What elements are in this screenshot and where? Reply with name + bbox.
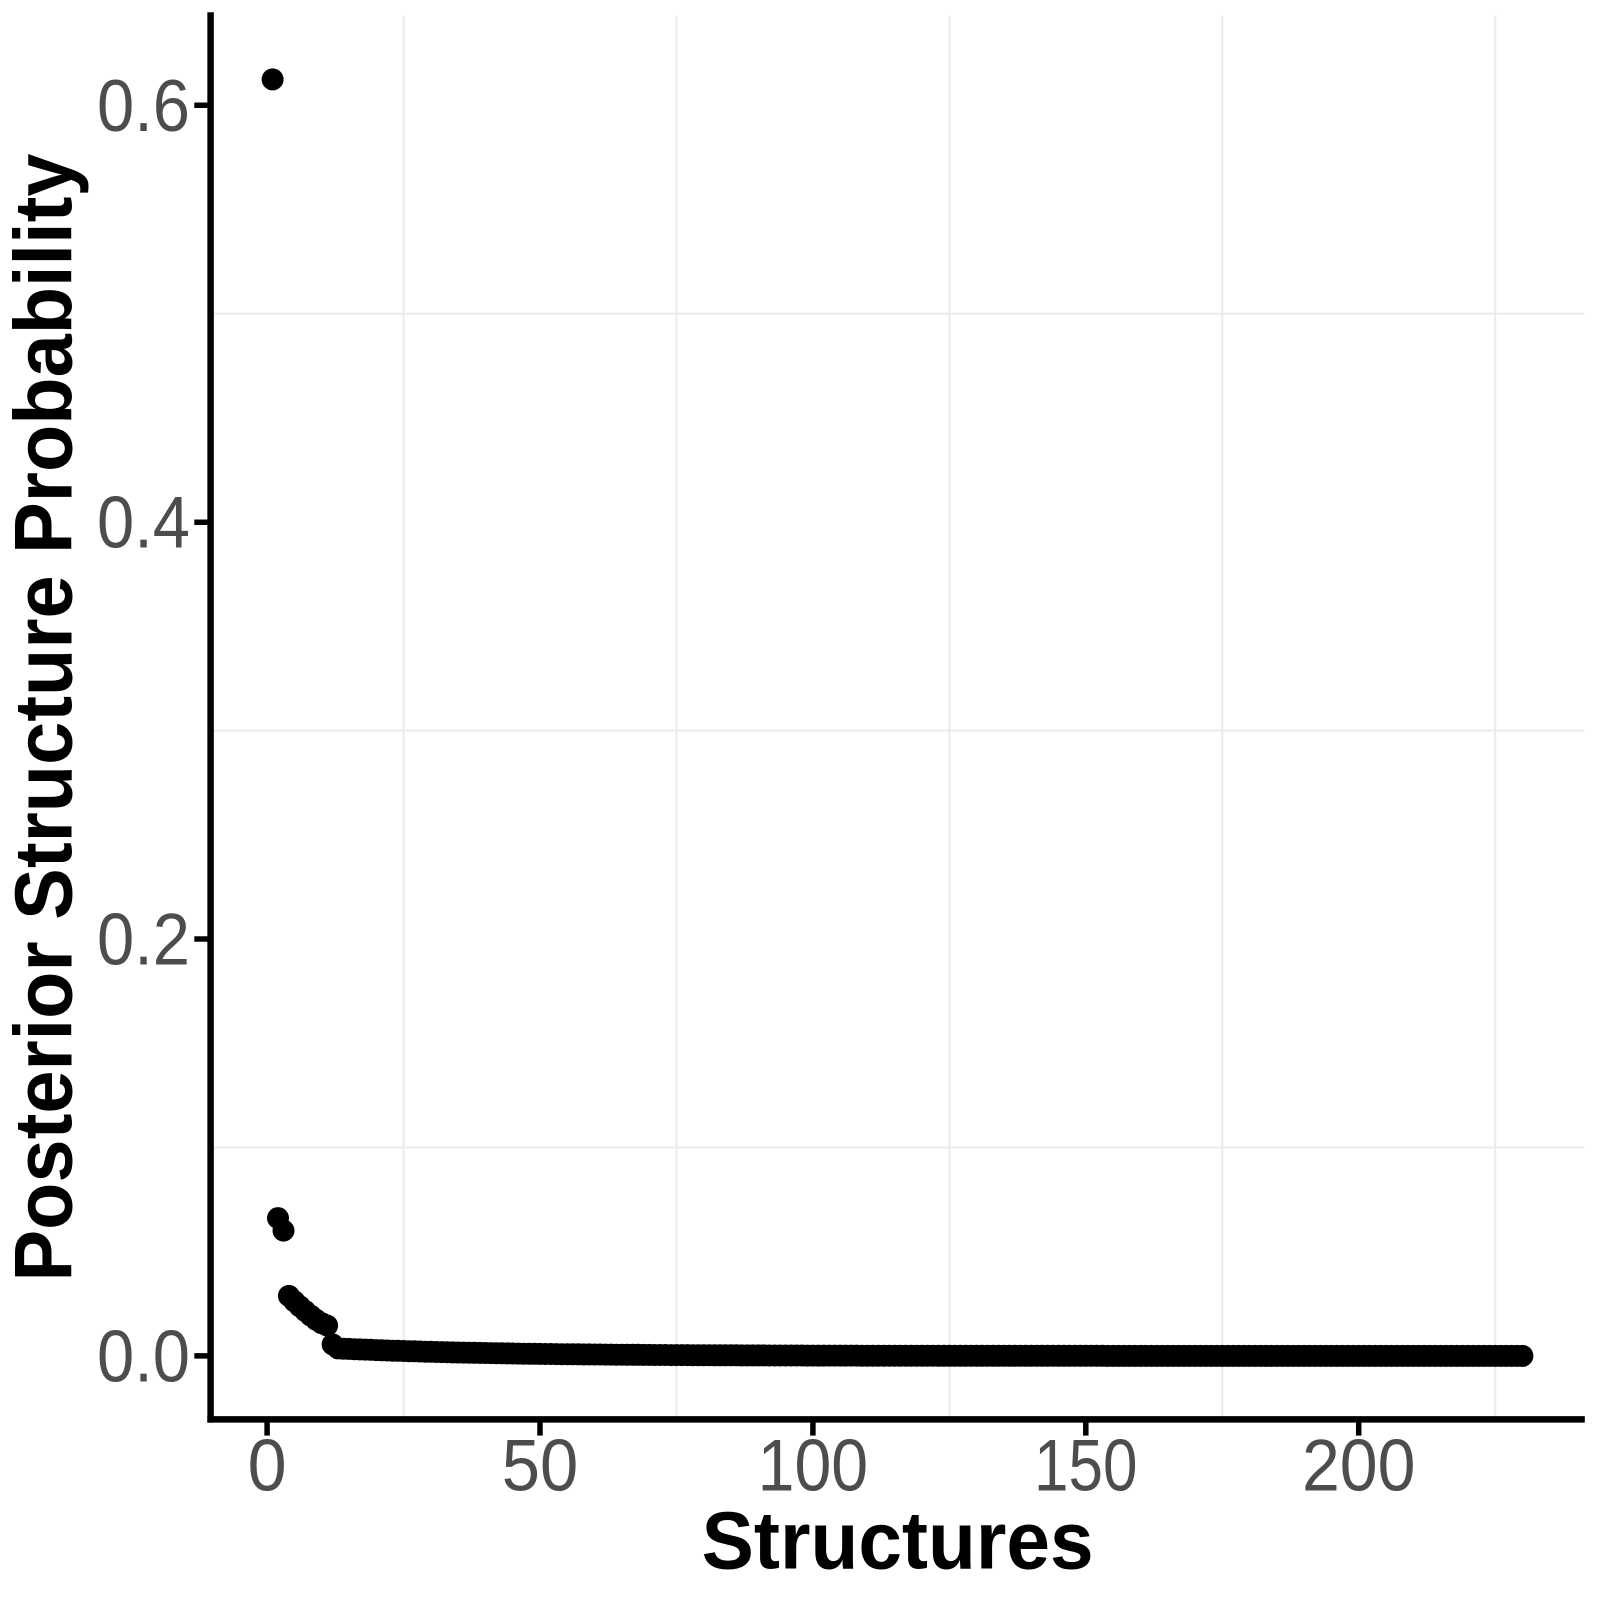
svg-text:0: 0 [248,1426,287,1507]
svg-text:200: 200 [1302,1426,1416,1507]
svg-text:100: 100 [758,1426,869,1507]
svg-text:0.0: 0.0 [97,1316,190,1397]
svg-text:50: 50 [502,1426,579,1507]
svg-text:Structures: Structures [702,1495,1094,1586]
svg-text:150: 150 [1034,1426,1138,1507]
svg-text:0.2: 0.2 [97,900,190,981]
svg-text:0.6: 0.6 [97,66,190,147]
svg-text:Posterior Structure Probabilit: Posterior Structure Probability [0,153,90,1281]
svg-text:0.4: 0.4 [97,483,190,564]
